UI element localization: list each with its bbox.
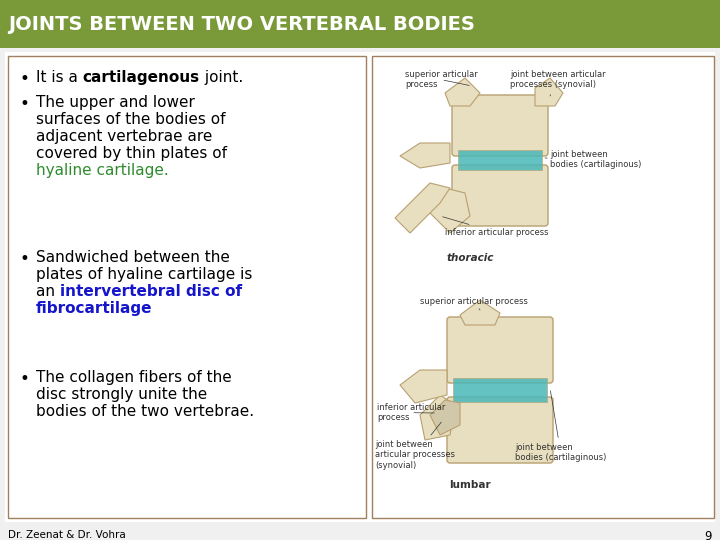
Text: joint.: joint.: [200, 70, 243, 85]
Polygon shape: [535, 78, 563, 106]
Text: Sandwiched between the: Sandwiched between the: [36, 250, 230, 265]
Polygon shape: [430, 400, 460, 435]
Text: The collagen fibers of the: The collagen fibers of the: [36, 370, 232, 385]
Text: •: •: [20, 250, 30, 268]
Text: an: an: [36, 284, 60, 299]
Text: inferior articular process: inferior articular process: [443, 217, 549, 237]
Text: surfaces of the bodies of: surfaces of the bodies of: [36, 112, 225, 127]
FancyBboxPatch shape: [372, 56, 714, 518]
FancyBboxPatch shape: [453, 378, 547, 402]
Text: adjacent vertebrae are: adjacent vertebrae are: [36, 129, 212, 144]
Text: covered by thin plates of: covered by thin plates of: [36, 146, 227, 161]
Text: superior articular process: superior articular process: [420, 297, 528, 310]
Polygon shape: [400, 143, 450, 168]
Text: cartilagenous: cartilagenous: [83, 70, 200, 85]
FancyBboxPatch shape: [0, 0, 720, 48]
Text: •: •: [20, 70, 30, 88]
FancyBboxPatch shape: [447, 397, 553, 463]
Text: Dr. Zeenat & Dr. Vohra: Dr. Zeenat & Dr. Vohra: [8, 530, 126, 540]
Text: joint between
bodies (cartilaginous): joint between bodies (cartilaginous): [545, 150, 642, 170]
Polygon shape: [430, 188, 470, 233]
Text: plates of hyaline cartilage is: plates of hyaline cartilage is: [36, 267, 253, 282]
FancyBboxPatch shape: [452, 95, 548, 156]
Text: •: •: [20, 95, 30, 113]
FancyBboxPatch shape: [452, 165, 548, 226]
Text: inferior articular
process: inferior articular process: [377, 403, 446, 422]
Polygon shape: [395, 183, 450, 233]
Text: thoracic: thoracic: [446, 253, 494, 263]
Text: fibrocartilage: fibrocartilage: [36, 301, 153, 316]
Text: joint between articular
processes (synovial): joint between articular processes (synov…: [510, 70, 606, 96]
Text: disc strongly unite the: disc strongly unite the: [36, 387, 207, 402]
Text: The upper and lower: The upper and lower: [36, 95, 195, 110]
Polygon shape: [445, 78, 480, 106]
Polygon shape: [420, 395, 455, 440]
Text: joint between
bodies (cartilaginous): joint between bodies (cartilaginous): [515, 391, 606, 462]
FancyBboxPatch shape: [5, 52, 715, 522]
Text: It is a: It is a: [36, 70, 83, 85]
Text: •: •: [20, 370, 30, 388]
Text: hyaline cartilage.: hyaline cartilage.: [36, 163, 168, 178]
Text: 9: 9: [704, 530, 712, 540]
Text: superior articular
process: superior articular process: [405, 70, 478, 90]
FancyBboxPatch shape: [447, 317, 553, 383]
Polygon shape: [460, 300, 500, 325]
FancyBboxPatch shape: [8, 56, 366, 518]
Polygon shape: [400, 370, 447, 403]
FancyBboxPatch shape: [458, 150, 542, 170]
Text: JOINTS BETWEEN TWO VERTEBRAL BODIES: JOINTS BETWEEN TWO VERTEBRAL BODIES: [8, 15, 475, 33]
Text: lumbar: lumbar: [449, 480, 491, 490]
Text: bodies of the two vertebrae.: bodies of the two vertebrae.: [36, 404, 254, 419]
Text: joint between
articular processes
(synovial): joint between articular processes (synov…: [375, 422, 455, 470]
Text: intervertebral disc of: intervertebral disc of: [60, 284, 242, 299]
